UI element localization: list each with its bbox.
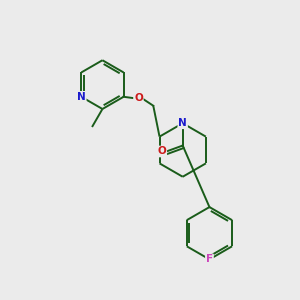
Text: N: N [77, 92, 86, 102]
Text: F: F [206, 254, 213, 264]
Text: O: O [134, 93, 143, 103]
Text: N: N [178, 118, 187, 128]
Text: O: O [158, 146, 166, 157]
